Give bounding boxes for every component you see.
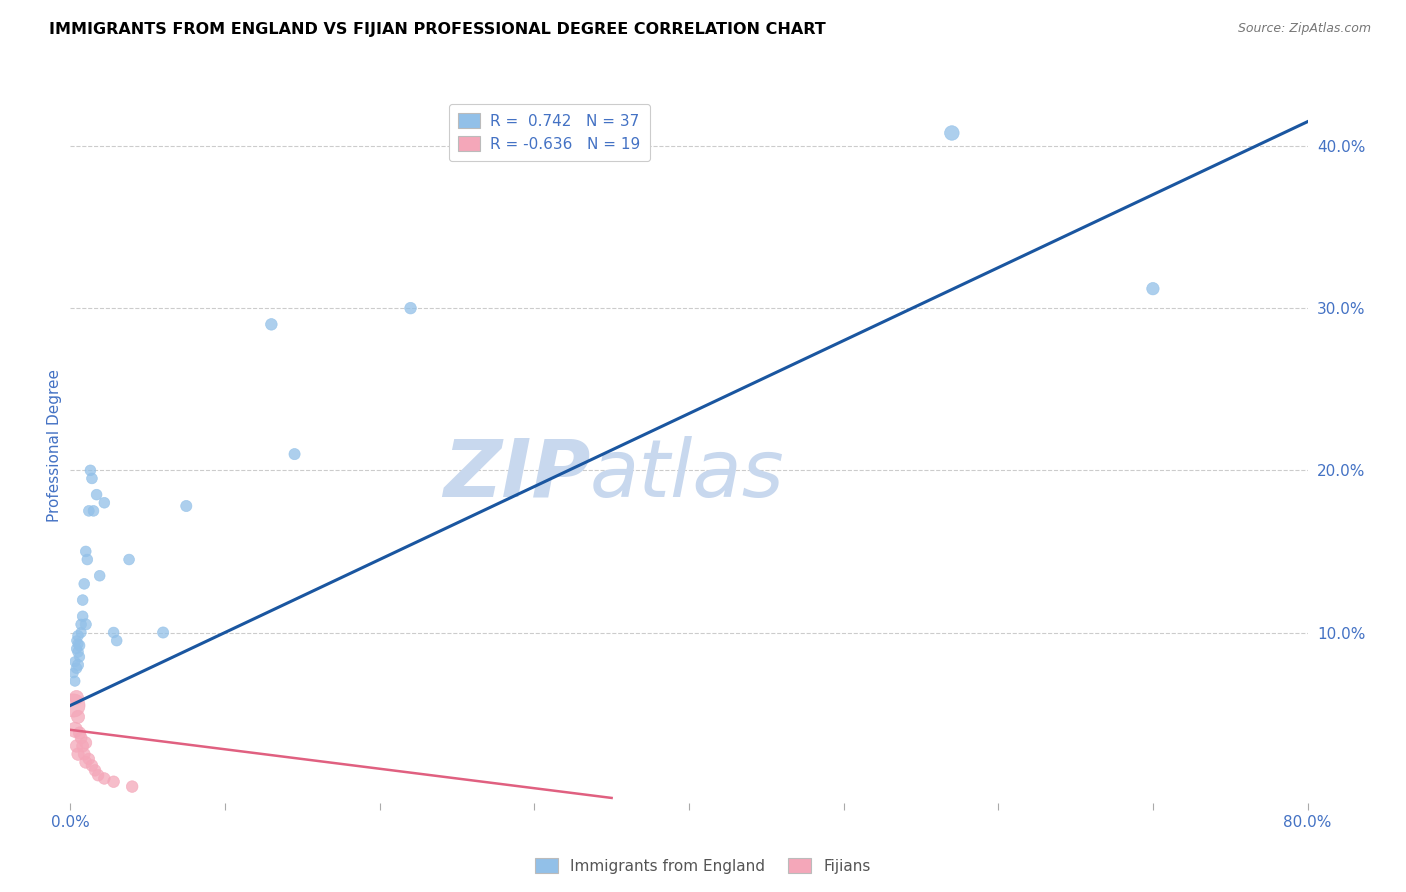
- Point: [67, 747, 90, 761]
- Point: [67, 629, 90, 643]
- Point: [75, 736, 97, 750]
- Point: [73, 747, 96, 761]
- Point: [118, 552, 141, 566]
- Point: [70, 625, 93, 640]
- Point: [76, 552, 98, 566]
- Point: [67, 710, 90, 724]
- Point: [62, 698, 84, 713]
- Point: [72, 739, 94, 753]
- Legend: R =  0.742   N = 37, R = -0.636   N = 19: R = 0.742 N = 37, R = -0.636 N = 19: [449, 104, 650, 161]
- Point: [70, 617, 93, 632]
- Point: [70, 731, 93, 745]
- Point: [62, 666, 84, 681]
- Point: [174, 499, 197, 513]
- Point: [72, 593, 94, 607]
- Text: ZIP: ZIP: [443, 435, 591, 514]
- Point: [69, 639, 91, 653]
- Point: [69, 726, 91, 740]
- Point: [80, 758, 103, 772]
- Point: [67, 657, 90, 672]
- Point: [65, 641, 87, 656]
- Point: [941, 126, 963, 140]
- Point: [260, 318, 283, 332]
- Point: [105, 633, 128, 648]
- Point: [121, 780, 143, 794]
- Point: [67, 645, 90, 659]
- Point: [399, 301, 422, 315]
- Point: [152, 625, 174, 640]
- Point: [1142, 282, 1164, 296]
- Point: [75, 544, 97, 558]
- Point: [67, 637, 90, 651]
- Point: [65, 690, 87, 705]
- Point: [65, 633, 87, 648]
- Point: [87, 768, 110, 782]
- Text: atlas: atlas: [591, 435, 785, 514]
- Point: [86, 488, 108, 502]
- Point: [284, 447, 307, 461]
- Point: [75, 756, 97, 770]
- Text: IMMIGRANTS FROM ENGLAND VS FIJIAN PROFESSIONAL DEGREE CORRELATION CHART: IMMIGRANTS FROM ENGLAND VS FIJIAN PROFES…: [49, 22, 825, 37]
- Point: [65, 739, 87, 753]
- Text: Source: ZipAtlas.com: Source: ZipAtlas.com: [1237, 22, 1371, 36]
- Point: [77, 504, 100, 518]
- Point: [63, 655, 86, 669]
- Point: [79, 463, 101, 477]
- Point: [93, 772, 115, 786]
- Point: [93, 496, 115, 510]
- Point: [103, 774, 125, 789]
- Point: [72, 609, 94, 624]
- Point: [80, 471, 103, 485]
- Point: [63, 723, 86, 737]
- Point: [63, 674, 86, 689]
- Point: [73, 577, 96, 591]
- Point: [84, 764, 107, 778]
- Point: [65, 661, 87, 675]
- Point: [103, 625, 125, 640]
- Point: [89, 568, 111, 582]
- Y-axis label: Professional Degree: Professional Degree: [46, 369, 62, 523]
- Point: [69, 649, 91, 664]
- Point: [77, 752, 100, 766]
- Point: [75, 617, 97, 632]
- Legend: Immigrants from England, Fijians: Immigrants from England, Fijians: [529, 852, 877, 880]
- Point: [82, 504, 105, 518]
